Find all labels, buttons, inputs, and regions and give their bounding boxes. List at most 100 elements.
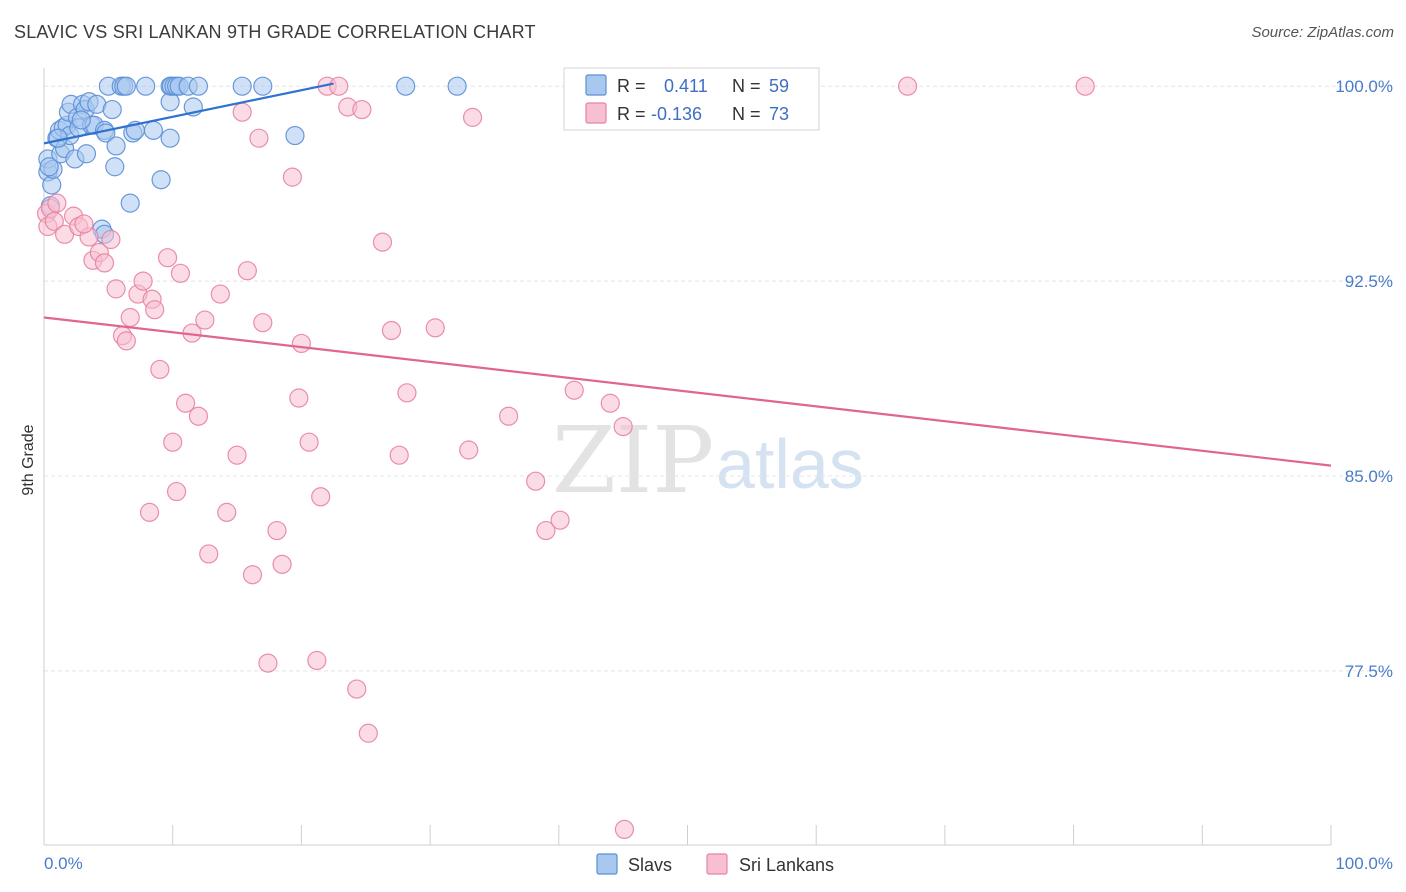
srilankans-point-68 — [613, 417, 633, 437]
chart-title: SLAVIC VS SRI LANKAN 9TH GRADE CORRELATI… — [14, 22, 536, 42]
srilankans-point-25 — [166, 481, 187, 502]
legend-n-value-srilankans: 73 — [769, 104, 789, 124]
slavs-point-54 — [396, 76, 416, 96]
slavs-point-53 — [285, 125, 305, 146]
y-tick-label-0: 100.0% — [1335, 77, 1393, 96]
srilankans-point-15 — [116, 331, 136, 351]
y-tick-label-2: 85.0% — [1345, 467, 1393, 486]
srilankans-point-48 — [311, 487, 331, 507]
srilankans-point-66 — [564, 380, 584, 400]
srilankans-point-53 — [352, 99, 372, 120]
y-axis-title: 9th Grade — [20, 424, 37, 495]
series-legend: Slavs Sri Lankans — [596, 853, 834, 875]
slavs-point-34 — [116, 76, 136, 96]
bottom-legend-swatch-slavs — [596, 853, 618, 875]
srilankans-point-40 — [258, 653, 278, 673]
watermark-zip: ZIP — [552, 407, 714, 514]
srilankans-point-62 — [499, 406, 519, 426]
srilankans-point-23 — [157, 248, 178, 268]
srilankans-point-13 — [106, 279, 126, 299]
srilankans-point-70 — [897, 76, 918, 96]
slavs-point-50 — [188, 76, 209, 96]
srilankans-point-58 — [397, 383, 417, 403]
slavs-point-58 — [71, 110, 91, 130]
slavs-point-19 — [76, 144, 97, 164]
grid-lines — [44, 85, 1392, 672]
series-slavs-points — [38, 76, 467, 244]
y-tick-label-3: 77.5% — [1345, 662, 1393, 681]
srilankans-point-30 — [195, 310, 215, 330]
legend-n-value-slavs: 59 — [769, 76, 789, 96]
srilankans-point-4 — [47, 193, 67, 213]
srilankans-point-60 — [459, 440, 479, 460]
x-tick-labels: 0.0% 100.0% — [43, 825, 1393, 873]
srilankans-point-44 — [289, 388, 309, 408]
slavs-point-38 — [136, 76, 156, 96]
slavs-point-30 — [105, 157, 125, 177]
srilankans-point-24 — [163, 432, 183, 452]
slavs-point-35 — [120, 193, 140, 213]
slavs-point-52 — [253, 76, 273, 96]
srilankans-point-67 — [600, 393, 620, 413]
watermark-atlas: atlas — [716, 425, 864, 503]
slavs-point-31 — [106, 136, 126, 156]
bottom-legend-label-slavs: Slavs — [628, 855, 672, 875]
srilankans-point-16 — [120, 307, 140, 328]
slavs-trend-line — [43, 82, 334, 145]
srilankans-point-63 — [526, 471, 546, 491]
slavs-point-51 — [232, 76, 252, 96]
srilankans-point-39 — [253, 313, 273, 333]
legend-swatch-slavs — [585, 74, 607, 96]
srilankans-point-37 — [242, 565, 263, 585]
series-srilankans-points — [36, 76, 1095, 840]
srilankans-point-72 — [74, 214, 94, 234]
srilankans-point-65 — [550, 510, 570, 530]
srilankans-point-26 — [170, 263, 191, 283]
bottom-legend-swatch-srilankans — [706, 853, 728, 875]
srilankans-point-69 — [614, 819, 635, 840]
srilankans-point-27 — [175, 393, 196, 413]
x-tick-label-1: 100.0% — [1335, 854, 1393, 873]
srilankans-point-11 — [94, 253, 115, 273]
srilankans-point-54 — [358, 723, 378, 743]
slavs-point-56 — [39, 157, 59, 177]
srilankans-point-57 — [389, 445, 409, 465]
legend-n-label-slavs: N = — [732, 76, 761, 96]
srilankans-point-31 — [199, 544, 219, 564]
srilankans-point-33 — [217, 502, 237, 522]
srilankans-point-46 — [299, 432, 319, 452]
srilankans-trend-line — [43, 316, 1332, 467]
srilankans-point-55 — [372, 232, 393, 252]
srilankans-point-41 — [267, 520, 287, 541]
srilankans-point-38 — [249, 128, 269, 148]
slavs-point-29 — [102, 99, 122, 120]
slavs-point-39 — [143, 120, 163, 140]
srilankans-point-47 — [307, 650, 327, 671]
y-tick-labels: 100.0% 92.5% 85.0% 77.5% — [1335, 77, 1393, 681]
slavs-point-40 — [151, 170, 171, 190]
legend-n-label-srilankans: N = — [732, 104, 761, 124]
srilankans-point-71 — [1075, 76, 1095, 96]
srilankans-point-22 — [150, 359, 170, 380]
srilankans-point-64 — [536, 520, 556, 541]
legend-r-value-srilankans: -0.136 — [651, 104, 702, 124]
chart-source: Source: ZipAtlas.com — [1251, 24, 1394, 41]
srilankans-point-35 — [232, 102, 252, 122]
srilankans-point-61 — [462, 107, 483, 127]
srilankans-point-19 — [139, 502, 160, 522]
slavs-point-55 — [447, 76, 467, 96]
srilankans-point-21 — [145, 300, 165, 320]
srilankans-point-32 — [210, 284, 230, 304]
stats-legend: R = 0.411 N = 59 R = -0.136 N = 73 — [563, 67, 820, 131]
legend-r-label-slavs: R = — [617, 76, 646, 96]
y-tick-label-1: 92.5% — [1345, 272, 1393, 291]
srilankans-point-12 — [101, 229, 121, 250]
trend-lines — [43, 82, 1332, 467]
x-tick-label-0: 0.0% — [44, 854, 83, 873]
legend-swatch-srilankans — [585, 102, 607, 124]
srilankans-point-50 — [329, 76, 349, 96]
srilankans-point-43 — [282, 167, 302, 187]
srilankans-point-36 — [237, 261, 257, 281]
srilankans-point-52 — [347, 679, 367, 699]
